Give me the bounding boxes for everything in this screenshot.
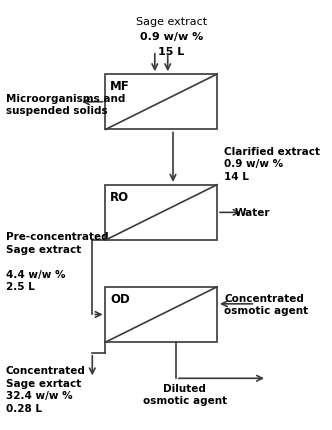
Text: 0.9 w/w %: 0.9 w/w % <box>140 32 203 42</box>
Text: Diluted
osmotic agent: Diluted osmotic agent <box>143 383 227 405</box>
Text: Sage extract: Sage extract <box>136 17 207 27</box>
Bar <box>106 287 217 342</box>
Text: Water: Water <box>235 208 270 218</box>
Text: OD: OD <box>110 292 130 305</box>
Text: Pre-concentrated
Sage extract

4.4 w/w %
2.5 L: Pre-concentrated Sage extract 4.4 w/w % … <box>6 232 108 292</box>
Text: RO: RO <box>110 190 129 203</box>
Text: Microorganisms and
suspended solids: Microorganisms and suspended solids <box>6 93 125 116</box>
Text: Clarified extract
0.9 w/w %
14 L: Clarified extract 0.9 w/w % 14 L <box>224 147 320 181</box>
Text: Concentrated
Sage exrtact
32.4 w/w %
0.28 L: Concentrated Sage exrtact 32.4 w/w % 0.2… <box>6 366 86 412</box>
Text: Concentrated
osmotic agent: Concentrated osmotic agent <box>224 293 308 315</box>
Text: MF: MF <box>110 80 130 93</box>
Bar <box>106 185 217 240</box>
Text: 15 L: 15 L <box>158 46 185 57</box>
Bar <box>106 75 217 130</box>
